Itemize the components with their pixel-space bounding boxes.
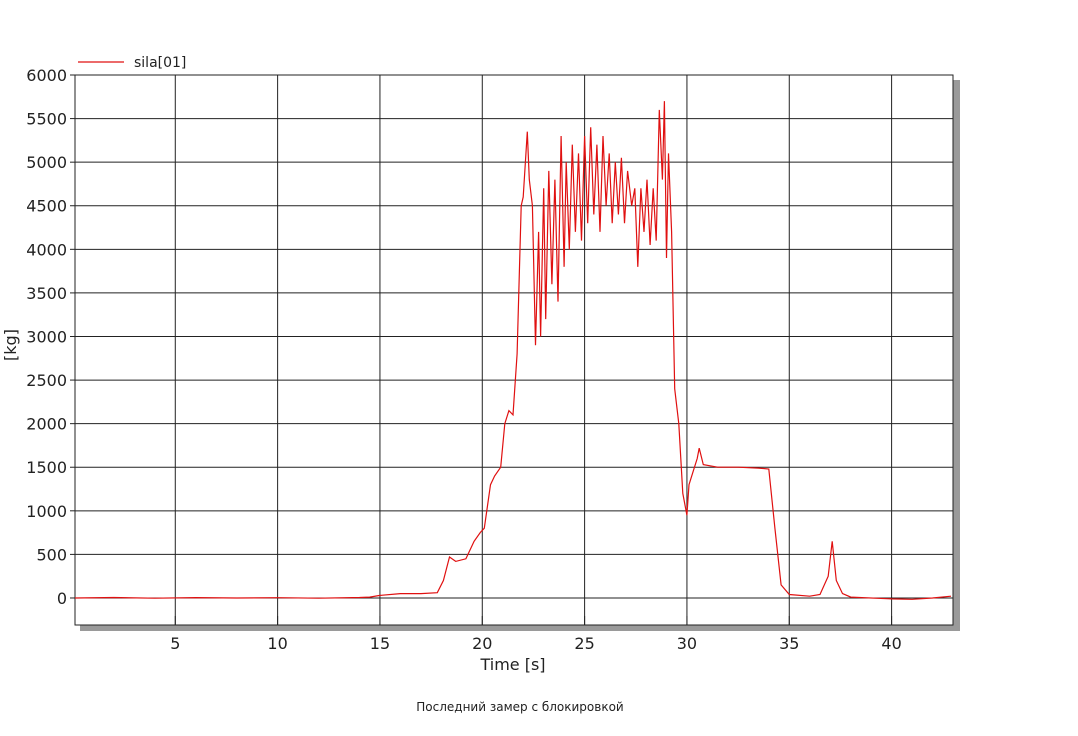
data-line: [74, 101, 952, 600]
plot-area: [74, 74, 954, 626]
y-tick-label: 5000: [26, 153, 67, 172]
x-tick-label: 20: [472, 634, 492, 653]
y-tick-label: 1500: [26, 458, 67, 477]
y-tick-label: 0: [57, 589, 67, 608]
y-axis-label: [kg]: [1, 329, 20, 361]
legend-label: sila[01]: [134, 55, 186, 71]
y-tick-label: 3500: [26, 284, 67, 303]
y-tick-label: 5500: [26, 110, 67, 129]
x-axis-label: Time [s]: [479, 655, 545, 674]
y-tick-label: 1000: [26, 502, 67, 521]
x-tick-label: 40: [881, 634, 901, 653]
y-tick-label: 6000: [26, 66, 67, 85]
x-tick-label: 15: [370, 634, 390, 653]
x-tick-label: 10: [267, 634, 287, 653]
y-tick-label: 500: [36, 545, 67, 564]
x-tick-label: 30: [677, 634, 697, 653]
y-tick-label: 4000: [26, 240, 67, 259]
caption: Последний замер с блокировкой: [416, 700, 623, 714]
y-tick-label: 3000: [26, 327, 67, 346]
y-tick-label: 4500: [26, 197, 67, 216]
x-tick-label: 25: [574, 634, 594, 653]
y-tick-label: 2500: [26, 371, 67, 390]
x-tick-label: 35: [779, 634, 799, 653]
x-tick-label: 5: [170, 634, 180, 653]
y-tick-label: 2000: [26, 415, 67, 434]
